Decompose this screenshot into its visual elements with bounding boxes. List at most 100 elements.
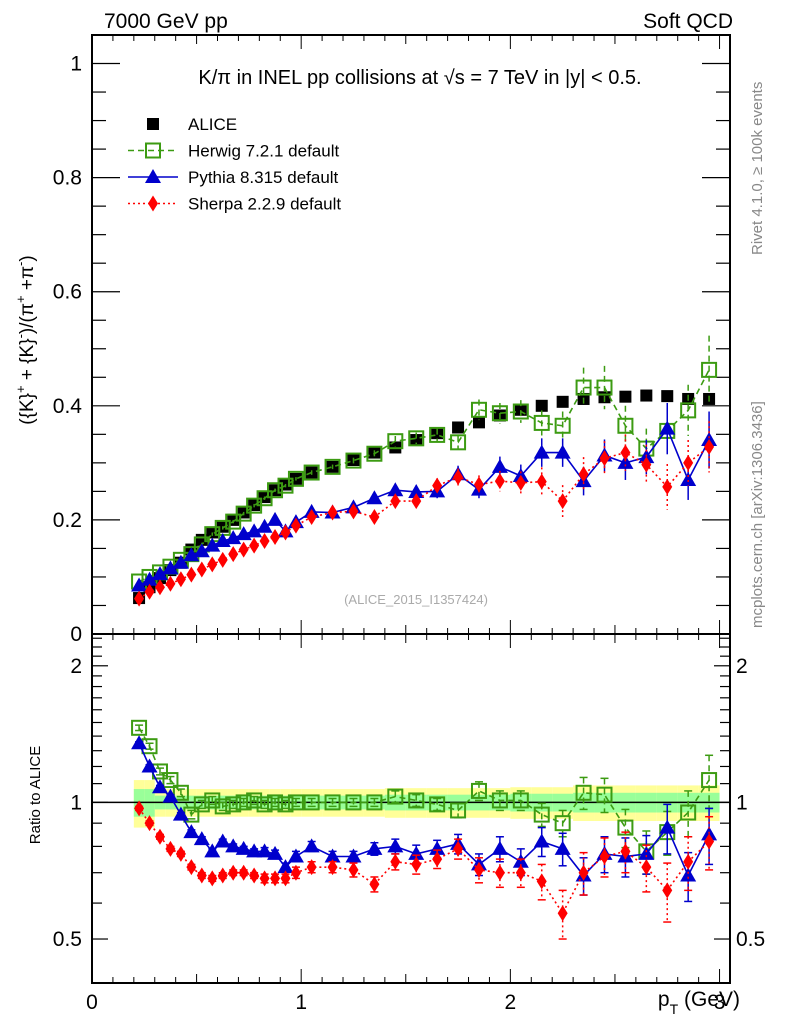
sherpa-point	[348, 503, 359, 520]
herwig-point	[701, 361, 718, 378]
pythia-ratio-point	[277, 859, 294, 874]
sherpa-ratio-point	[683, 853, 694, 870]
sherpa-ratio-point	[175, 845, 186, 862]
herwig-ratio-point	[235, 794, 252, 811]
sherpa-ratio-point	[134, 800, 145, 817]
pythia-point	[246, 523, 263, 538]
pythia-ratio-point	[246, 843, 263, 858]
sherpa-point	[515, 474, 526, 491]
ratio-y-tick-label-right: 2	[736, 655, 748, 678]
sherpa-point	[390, 493, 401, 510]
sherpa-ratio-point	[306, 859, 317, 876]
ratio-y-tick-label-right: 0.5	[736, 928, 765, 951]
pythia-point	[151, 566, 168, 581]
sherpa-ratio-point	[290, 864, 301, 881]
pythia-ratio-point	[554, 840, 571, 855]
herwig-point	[680, 402, 697, 419]
pythia-ratio-point	[345, 848, 362, 863]
pythia-ratio-point	[141, 758, 158, 773]
pythia-point	[408, 483, 425, 498]
herwig-ratio-point	[303, 794, 320, 811]
herwig-ratio-point	[491, 792, 508, 809]
sherpa-point	[238, 541, 249, 558]
herwig-ratio-point	[277, 796, 294, 813]
herwig-ratio-point	[533, 806, 550, 823]
herwig-point	[512, 403, 529, 420]
ratio-y-tick-label: 1	[70, 791, 82, 814]
herwig-ratio-point	[225, 796, 242, 813]
sherpa-ratio-point	[259, 870, 270, 887]
legend-sherpa-label: Sherpa 2.2.9 default	[188, 195, 341, 214]
legend-sherpa-marker	[148, 195, 158, 212]
sherpa-ratio-point	[620, 843, 631, 860]
pythia-ratio-point	[491, 840, 508, 855]
herwig-point	[491, 405, 508, 422]
pythia-ratio-point	[429, 840, 446, 855]
pythia-ratio-point	[172, 806, 189, 821]
pythia-ratio-point	[533, 833, 550, 848]
alice-point	[410, 434, 423, 447]
x-axis-label: pT (GeV)	[658, 988, 740, 1017]
pythia-ratio-point	[256, 843, 273, 858]
herwig-point	[324, 458, 341, 475]
y-tick-label: 1	[70, 53, 82, 76]
sherpa-point	[134, 590, 145, 607]
sherpa-ratio-point	[536, 873, 547, 890]
herwig-ratio-line	[138, 727, 710, 853]
sherpa-point	[369, 509, 380, 526]
herwig-ratio-point	[554, 815, 571, 832]
pythia-ratio-point	[659, 819, 676, 834]
pythia-point	[204, 537, 221, 552]
sherpa-point	[432, 477, 443, 494]
sherpa-ratio-point	[207, 870, 218, 887]
pythia-point	[366, 490, 383, 505]
sherpa-ratio-point	[390, 853, 401, 870]
sherpa-point	[494, 473, 505, 490]
sherpa-point	[280, 524, 291, 541]
legend-alice-label: ALICE	[188, 115, 237, 134]
pythia-ratio-point	[193, 831, 210, 846]
pythia-point	[554, 444, 571, 459]
pythia-ratio-point	[235, 840, 252, 855]
sherpa-ratio-point	[599, 848, 610, 865]
sherpa-point	[683, 454, 694, 471]
y-tick-label: 0.2	[53, 509, 82, 532]
y-tick-label: 0.8	[53, 167, 82, 190]
herwig-ratio-point	[408, 792, 425, 809]
pythia-ratio-point	[151, 779, 168, 794]
pythia-ratio-point	[324, 848, 341, 863]
sherpa-ratio-point	[453, 840, 464, 857]
sherpa-point	[259, 533, 270, 550]
ratio-plot-area	[92, 719, 730, 940]
sherpa-point	[217, 551, 228, 568]
sherpa-ratio-point	[641, 859, 652, 876]
pythia-ratio-point	[267, 845, 284, 860]
pythia-ratio-point	[183, 824, 200, 839]
energy-label: 7000 GeV pp	[104, 10, 228, 33]
y-tick-label: 0.4	[53, 395, 83, 418]
herwig-line	[138, 369, 710, 583]
sherpa-ratio-point	[432, 851, 443, 868]
pythia-point	[183, 547, 200, 562]
alice-point	[661, 390, 674, 403]
mcplots-label: mcplots.cern.ch [arXiv:1306.3436]	[749, 401, 766, 628]
pythia-ratio-point	[204, 843, 221, 858]
pythia-point	[141, 571, 158, 586]
herwig-ratio-point	[450, 802, 467, 819]
sherpa-point	[175, 571, 186, 588]
legend-herwig-marker	[145, 142, 161, 159]
herwig-ratio-point	[345, 794, 362, 811]
herwig-ratio-point	[256, 796, 273, 813]
sherpa-point	[207, 556, 218, 573]
ratio-y-axis-label: Ratio to ALICE	[27, 746, 44, 844]
herwig-point	[450, 434, 467, 451]
herwig-ratio-point	[701, 772, 718, 789]
herwig-point	[287, 470, 304, 487]
herwig-ratio-point	[470, 782, 487, 799]
sherpa-point	[599, 450, 610, 467]
sherpa-ratio-point	[704, 833, 715, 850]
y-tick-label: 0.6	[53, 281, 82, 304]
x-tick-label: 3	[714, 991, 726, 1014]
sherpa-ratio-point	[270, 870, 281, 887]
pythia-point	[680, 471, 697, 486]
